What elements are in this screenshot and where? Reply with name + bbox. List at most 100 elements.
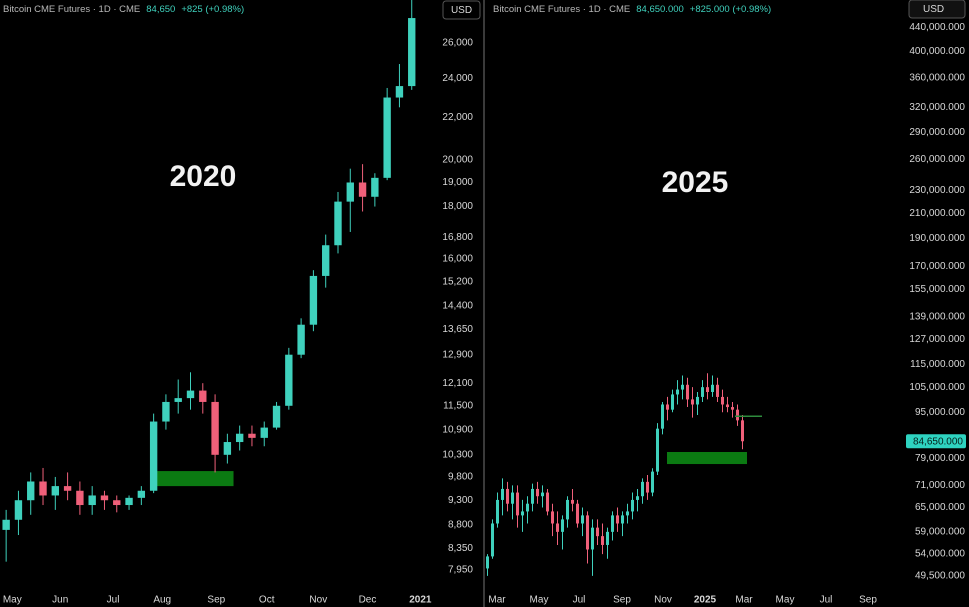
candle-body (297, 324, 305, 355)
y-tick-label: 59,000.000 (915, 526, 965, 537)
candle-body (631, 499, 634, 512)
candle-body (496, 499, 499, 524)
candle-body (408, 18, 416, 87)
candle-body (661, 404, 664, 429)
candle-body (211, 401, 219, 455)
x-tick-label: May (776, 595, 795, 606)
y-tick-label: 18,000 (442, 201, 473, 212)
header: Bitcoin CME Futures · 1D · CME 84,650 +825… (3, 4, 244, 15)
candle-body (581, 515, 584, 524)
y-tick-label: 230,000.000 (909, 185, 965, 196)
candle-body (383, 97, 391, 178)
price-badge (906, 434, 966, 449)
x-tick-label: Oct (259, 595, 275, 606)
candle-body (260, 427, 268, 438)
candle-body (371, 177, 379, 197)
candle-body (636, 496, 639, 500)
y-tick-label: 260,000.000 (909, 154, 965, 165)
candle-body (676, 389, 679, 395)
candle-body (706, 387, 709, 392)
currency[interactable]: USD (451, 5, 472, 16)
candle-body (551, 511, 554, 524)
candle-body (186, 390, 195, 399)
support-zone (667, 451, 747, 465)
candle-body (606, 531, 609, 545)
candle-body (621, 515, 624, 524)
candle-body (656, 428, 659, 472)
candle-body (27, 481, 35, 501)
header-price: 84,650 (146, 4, 175, 15)
candle-body (651, 471, 654, 493)
currency-box[interactable] (442, 0, 481, 20)
y-tick-label: 10,900 (442, 424, 473, 435)
x-tick-label: Sep (859, 595, 877, 606)
currency-box[interactable] (908, 0, 966, 19)
candle-body (711, 384, 714, 392)
candle-body (736, 409, 739, 421)
y-tick-label: 139,000.000 (909, 311, 965, 322)
y-tick-label: 290,000.000 (909, 127, 965, 138)
candle-body (235, 433, 244, 443)
candle-body (113, 500, 121, 506)
candle-body (506, 488, 509, 504)
candle-body (358, 182, 367, 197)
y-tick-label: 12,900 (442, 349, 473, 360)
y-tick-label: 7,950 (448, 565, 473, 576)
header-title: Bitcoin CME Futures · 1D · CME (3, 4, 140, 15)
annotation: 2020 (170, 160, 237, 193)
header-change: +825 (+0.98%) (181, 4, 244, 15)
y-tick-label: 170,000.000 (909, 261, 965, 272)
candle-body (596, 527, 599, 537)
y-tick-label: 10,300 (442, 449, 473, 460)
y-tick-label: 20,000 (442, 154, 473, 165)
candle-body (541, 492, 544, 497)
candle-body (501, 488, 504, 500)
x-tick-label: Jul (573, 595, 586, 606)
x-tick-label: Nov (654, 595, 672, 606)
candle-body (137, 490, 146, 498)
y-tick-label: 155,000.000 (909, 284, 965, 295)
header: Bitcoin CME Futures · 1D · CME 84,650.000… (493, 4, 771, 15)
y-tick-label: 11,500 (443, 400, 473, 411)
x-tick-label: Mar (735, 595, 753, 606)
candle-body (2, 519, 10, 530)
candle-body (686, 384, 689, 400)
y-tick-label: 15,200 (442, 276, 473, 287)
candle-body (76, 490, 84, 506)
candle-body (531, 488, 534, 504)
y-tick-label: 13,650 (442, 324, 473, 335)
candle-body (731, 407, 734, 410)
y-tick-label: 320,000.000 (909, 102, 965, 113)
y-tick-label: 54,000.000 (915, 549, 965, 560)
header-change: +825.000 (+0.98%) (690, 4, 771, 15)
candle-body (576, 503, 579, 524)
candle-body (556, 523, 559, 532)
x-tick-label: 2021 (409, 595, 432, 606)
support-zone (151, 471, 234, 487)
candle-body (199, 390, 207, 402)
x-tick-label: Jul (820, 595, 833, 606)
candle-body (536, 488, 539, 497)
candle-body (611, 515, 614, 532)
y-tick-label: 105,000.000 (909, 382, 965, 393)
y-tick-label: 79,000.000 (915, 453, 965, 464)
candle-body (671, 394, 674, 410)
y-tick-label: 210,000.000 (909, 208, 965, 219)
candle-body (63, 486, 72, 491)
y-tick-label: 95,000.000 (915, 407, 965, 418)
y-tick-label: 400,000.000 (909, 46, 965, 57)
candle-body (646, 481, 649, 493)
candle-body (39, 481, 47, 496)
x-tick-label: Jun (52, 595, 68, 606)
y-tick-label: 24,000 (442, 73, 473, 84)
y-tick-label: 190,000.000 (909, 233, 965, 244)
y-tick-label: 22,000 (442, 112, 473, 123)
candle-body (162, 401, 170, 422)
candle-body (586, 515, 589, 550)
candle-body (701, 387, 704, 397)
x-tick-label: Mar (488, 595, 506, 606)
candle-body (88, 495, 96, 506)
divider (483, 0, 485, 607)
currency[interactable]: USD (923, 4, 944, 15)
candle-body (681, 384, 684, 390)
